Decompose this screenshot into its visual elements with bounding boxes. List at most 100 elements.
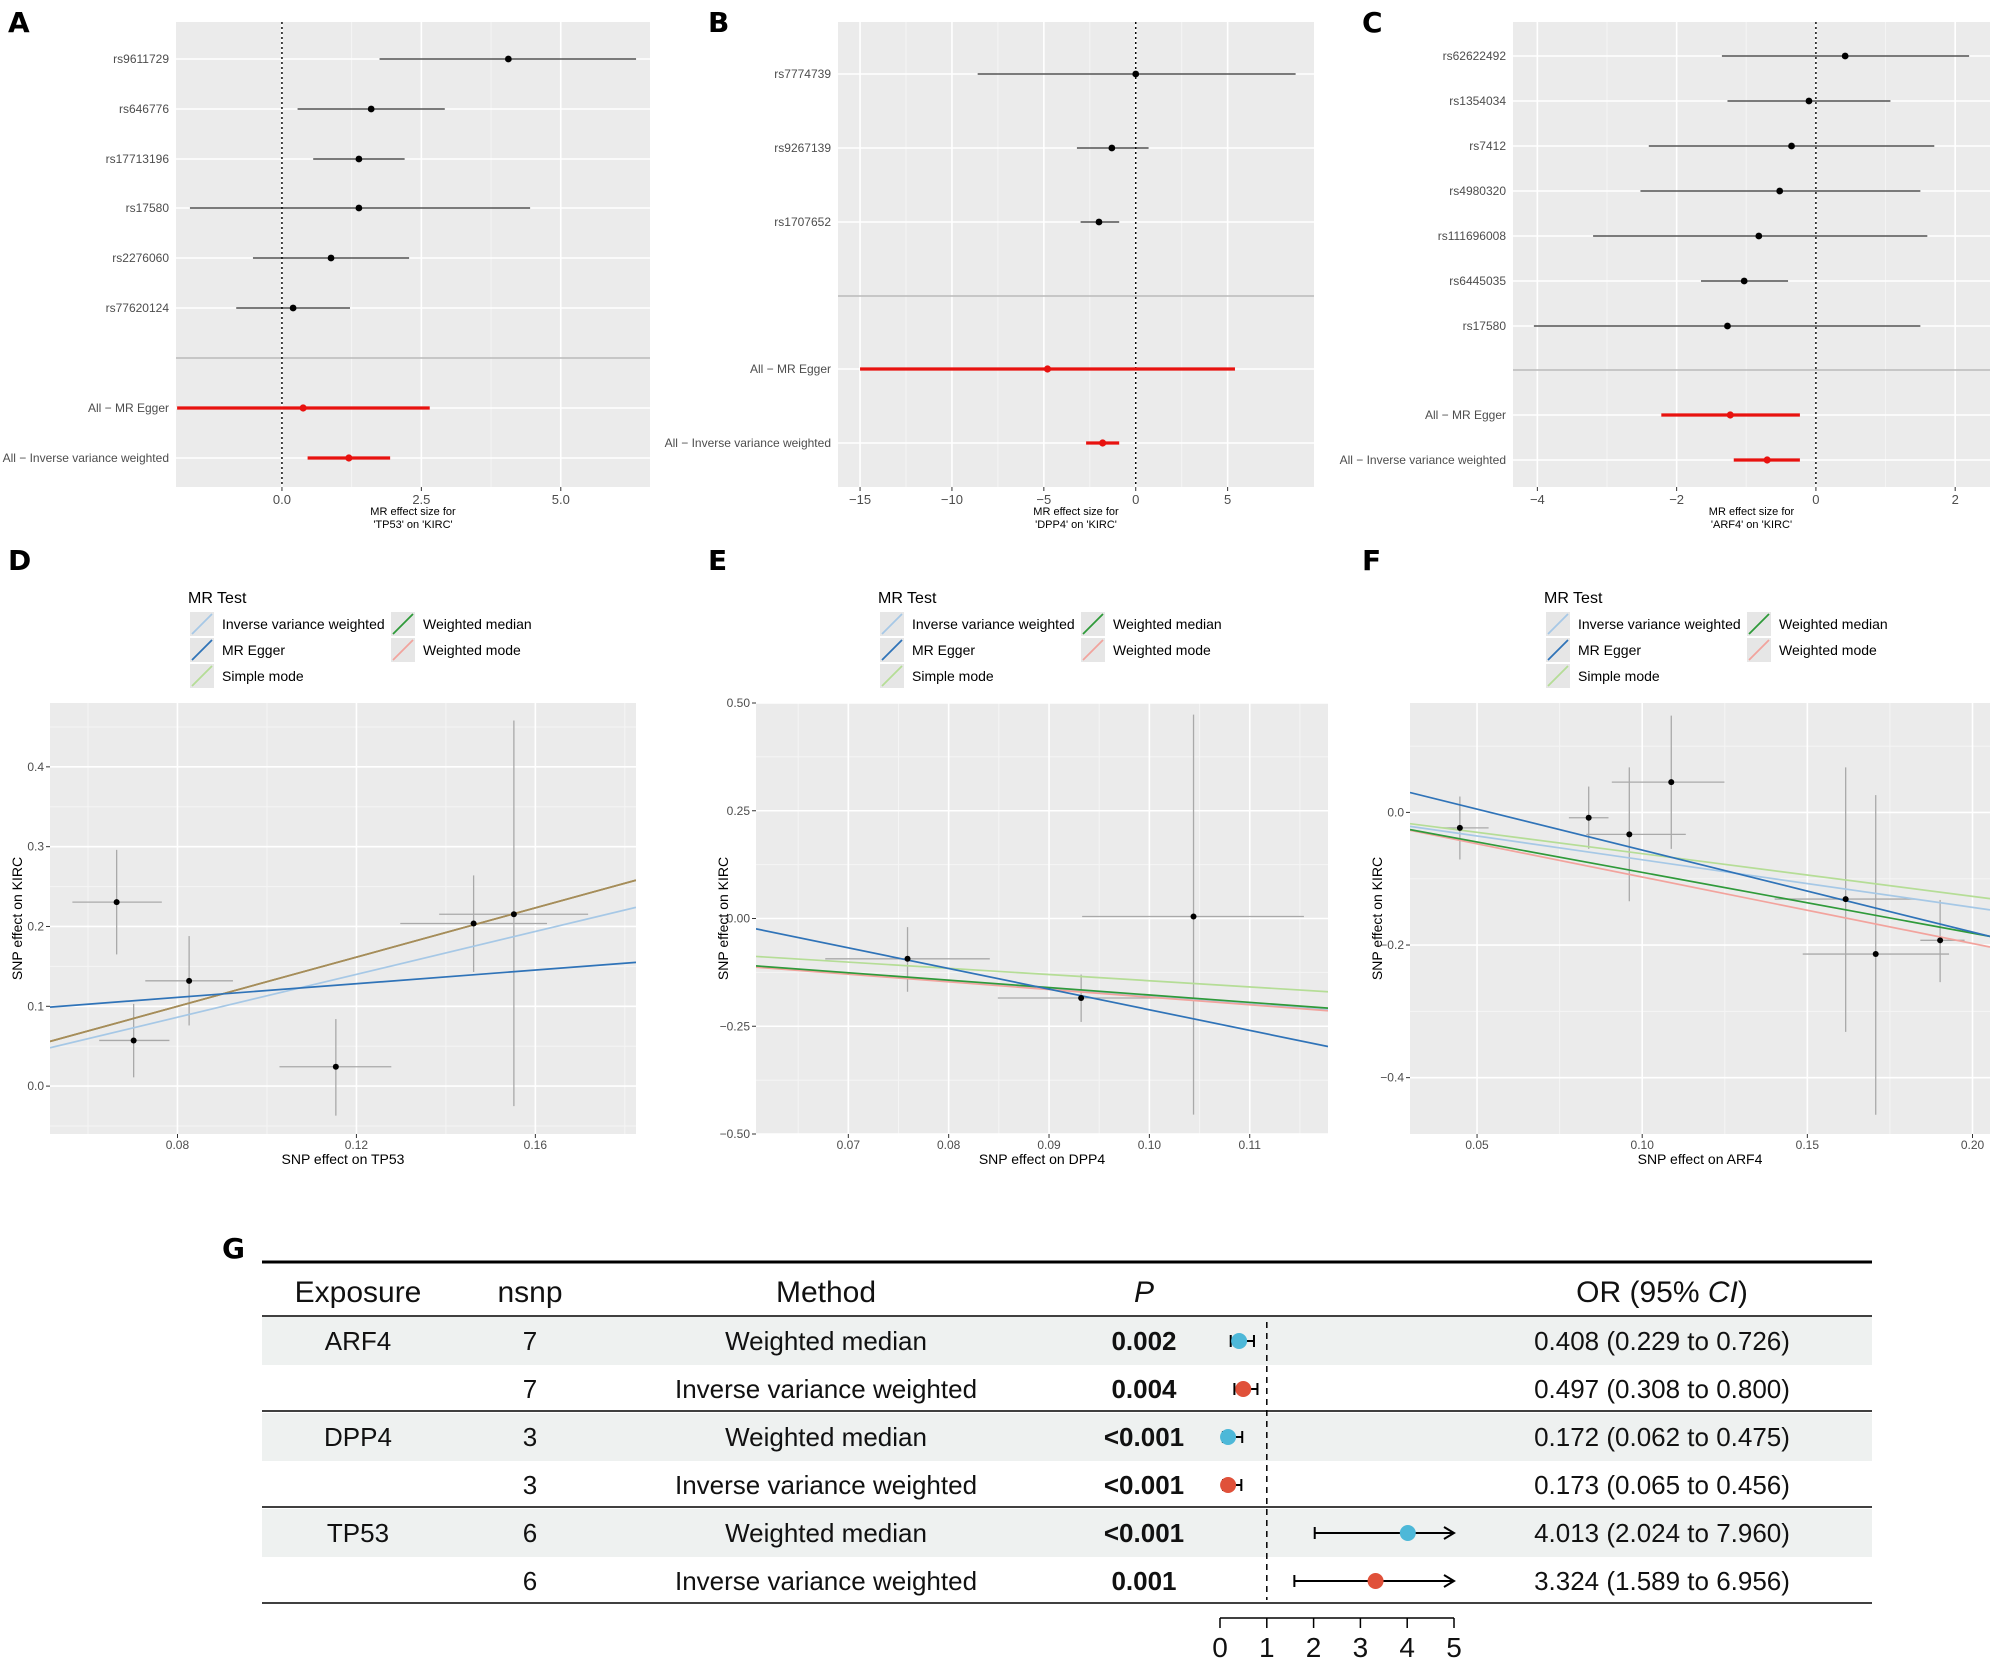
cell-nsnp: 3 — [523, 1470, 537, 1500]
forest-plot-C: rs62622492 rs1354034 rs7412 rs4980320 rs1116… — [1340, 22, 1990, 531]
cell-method: Inverse variance weighted — [675, 1374, 977, 1404]
legend-key-line — [191, 665, 213, 687]
snp-point — [510, 911, 517, 918]
estimate-point — [1220, 1429, 1237, 1445]
y-tick-label: 0.0 — [1387, 805, 1404, 819]
cell-nsnp: 6 — [523, 1566, 537, 1596]
panel-label-A: A — [8, 6, 30, 39]
snp-point — [904, 955, 911, 962]
row-label: All − Inverse variance weighted — [665, 436, 831, 450]
legend-label: Weighted mode — [1779, 642, 1877, 658]
x-tick-label: 0.07 — [837, 1138, 861, 1152]
x-axis-title: SNP effect on TP53 — [282, 1151, 405, 1167]
ci-arrow — [1443, 1526, 1456, 1540]
header-nsnp: nsnp — [497, 1276, 562, 1309]
cell-p: 0.001 — [1111, 1566, 1176, 1596]
snp-point — [1872, 951, 1879, 958]
x-tick-label: 4 — [1399, 1632, 1415, 1663]
estimate-point — [1755, 232, 1763, 240]
row-label: All − Inverse variance weighted — [3, 451, 169, 465]
scatter-plot-E: 0.07 0.08 0.09 0.10 0.11 −0.50 −0.25 0.00 0.25 0.… — [715, 590, 1328, 1167]
cell-method: Weighted median — [725, 1422, 927, 1452]
estimate-point — [1805, 97, 1813, 105]
x-axis-title: 'ARF4' on 'KIRC' — [1711, 519, 1792, 531]
y-tick-label: 0.4 — [27, 760, 44, 774]
legend-label: Weighted median — [423, 616, 532, 632]
plot-panel — [176, 22, 650, 487]
x-tick-label: 2 — [1306, 1632, 1322, 1663]
y-tick-label: −0.50 — [720, 1127, 751, 1141]
x-tick-label: 1 — [1259, 1632, 1275, 1663]
snp-point — [1456, 824, 1463, 831]
plot-panel — [50, 703, 636, 1134]
legend-label: Inverse variance weighted — [1578, 616, 1741, 632]
legend-key-line — [191, 639, 213, 661]
cell-or: 3.324 (1.589 to 6.956) — [1534, 1566, 1790, 1596]
x-tick-label: −15 — [849, 492, 871, 507]
row-label: rs17580 — [1463, 319, 1507, 333]
header-or: OR (95% CI) — [1576, 1276, 1748, 1309]
y-tick-label: −0.2 — [1380, 938, 1404, 952]
estimate-point — [1231, 1333, 1248, 1349]
x-tick-label: 5 — [1224, 492, 1231, 507]
plot-panel — [838, 22, 1314, 487]
legend-label: Weighted mode — [1113, 642, 1211, 658]
x-axis-title: MR effect size for — [370, 506, 456, 518]
legend-label: Inverse variance weighted — [222, 616, 385, 632]
header-close-text: ) — [1738, 1276, 1748, 1309]
row-label: rs646776 — [119, 102, 169, 116]
legend-key-line — [1547, 639, 1569, 661]
cell-method: Weighted median — [725, 1326, 927, 1356]
x-tick-label: 0.09 — [1037, 1138, 1061, 1152]
panel-label-C: C — [1362, 6, 1383, 39]
legend-label: Weighted median — [1113, 616, 1222, 632]
x-tick-label: 0.08 — [166, 1138, 190, 1152]
estimate-point — [1740, 277, 1748, 285]
estimate-point — [1099, 439, 1107, 447]
snp-point — [1078, 995, 1085, 1002]
estimate-point — [1399, 1525, 1416, 1541]
x-tick-label: 0.16 — [524, 1138, 548, 1152]
estimate-point — [1763, 456, 1771, 464]
estimate-point — [1724, 322, 1731, 330]
x-tick-label: −5 — [1036, 492, 1051, 507]
x-tick-label: 0.05 — [1465, 1138, 1489, 1152]
snp-point — [1668, 779, 1675, 786]
legend-key-line — [392, 639, 414, 661]
scatter-plot-D: 0.08 0.12 0.16 0.0 0.1 0.2 0.3 0.4 SNP effect on… — [9, 590, 636, 1167]
panel-label-D: D — [8, 544, 31, 577]
estimate-point — [1841, 52, 1849, 60]
estimate-point — [1726, 411, 1734, 419]
row-label: rs1707652 — [774, 215, 831, 229]
header-exposure: Exposure — [295, 1276, 422, 1309]
regression-line — [1410, 822, 1990, 900]
panel-label-F: F — [1362, 544, 1381, 577]
row-label: rs9611729 — [113, 52, 169, 66]
estimate-point — [504, 55, 512, 63]
x-axis-title: 'DPP4' on 'KIRC' — [1035, 519, 1117, 531]
y-axis-title: SNP effect on KIRC — [715, 857, 731, 980]
row-label: rs2276060 — [112, 251, 169, 265]
regression-line — [756, 955, 1328, 993]
legend: MR Test Inverse variance weighted MR Egger… — [188, 590, 532, 688]
cell-nsnp: 7 — [523, 1374, 537, 1404]
row-label: rs4980320 — [1449, 184, 1506, 198]
row-label: rs7412 — [1469, 139, 1506, 153]
row-shade — [262, 1317, 1872, 1365]
row-shade — [262, 1509, 1872, 1557]
regression-line — [756, 928, 1328, 1048]
row-label: All − MR Egger — [88, 401, 169, 415]
snp-point — [186, 977, 193, 984]
cell-method: Weighted median — [725, 1518, 927, 1548]
cell-nsnp: 6 — [523, 1518, 537, 1548]
legend-key-line — [1547, 613, 1569, 635]
legend-label: MR Egger — [1578, 642, 1641, 658]
regression-line — [50, 906, 636, 1049]
legend-key-line — [1082, 639, 1104, 661]
x-tick-label: −2 — [1669, 492, 1684, 507]
row-label: All − MR Egger — [1425, 408, 1506, 422]
y-tick-label: 0.00 — [727, 912, 751, 926]
snp-point — [113, 899, 120, 906]
row-label: rs6445035 — [1449, 274, 1506, 288]
snp-point — [1585, 814, 1592, 821]
